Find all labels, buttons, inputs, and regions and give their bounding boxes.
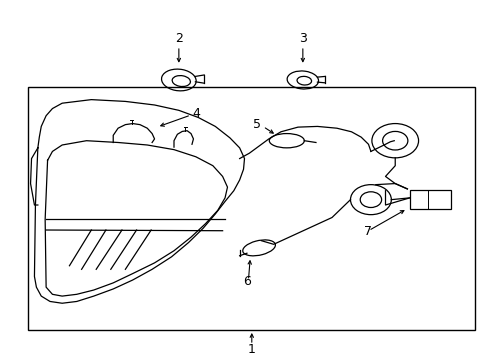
Text: 3: 3 bbox=[298, 32, 306, 45]
Bar bbox=[409, 190, 450, 210]
Bar bbox=[28, 87, 474, 330]
Text: 2: 2 bbox=[175, 32, 183, 45]
Text: 6: 6 bbox=[243, 275, 250, 288]
Text: 7: 7 bbox=[364, 225, 372, 238]
Text: 5: 5 bbox=[252, 118, 260, 131]
Text: 1: 1 bbox=[247, 343, 255, 356]
Text: 4: 4 bbox=[192, 107, 200, 120]
